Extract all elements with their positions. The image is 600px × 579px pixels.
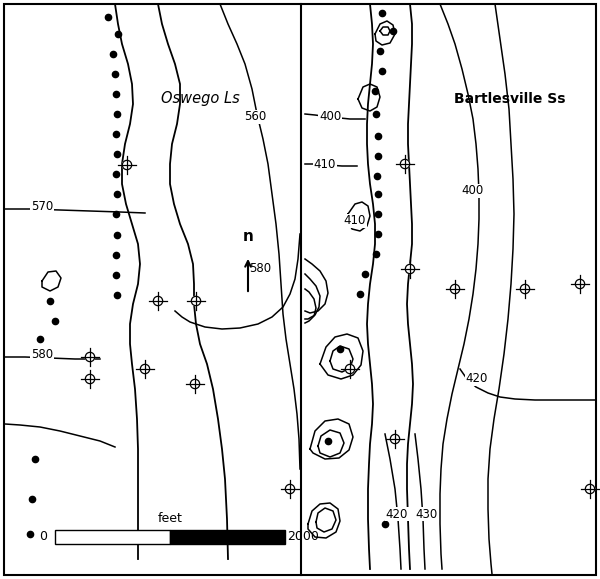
Text: 410: 410 [344,214,366,228]
Circle shape [520,284,530,294]
Circle shape [346,364,355,373]
Circle shape [154,296,163,306]
Text: 400: 400 [319,111,341,123]
Circle shape [400,159,410,168]
Circle shape [191,296,200,306]
Circle shape [451,284,460,294]
Text: n: n [242,229,253,244]
Text: 560: 560 [244,111,266,123]
Circle shape [122,160,131,170]
Circle shape [140,364,149,373]
Text: 420: 420 [466,372,488,386]
Bar [170,530,285,544]
Text: 2000: 2000 [287,530,319,544]
Text: 580: 580 [249,262,271,276]
Circle shape [406,265,415,274]
Text: Bartlesville Ss: Bartlesville Ss [454,92,566,106]
Circle shape [190,379,200,389]
Text: 580: 580 [31,349,53,361]
Text: 0: 0 [39,530,47,544]
Circle shape [391,434,400,444]
Bar [55,530,170,544]
Circle shape [85,375,95,384]
Circle shape [586,484,595,494]
Text: feet: feet [158,512,182,526]
Text: 420: 420 [386,508,408,521]
Text: Oswego Ls: Oswego Ls [161,91,239,107]
Text: 430: 430 [416,508,438,521]
Circle shape [575,279,584,289]
Circle shape [85,353,95,362]
Text: 570: 570 [31,200,53,214]
Text: 410: 410 [314,157,336,170]
Text: 400: 400 [462,185,484,197]
Circle shape [286,484,295,494]
